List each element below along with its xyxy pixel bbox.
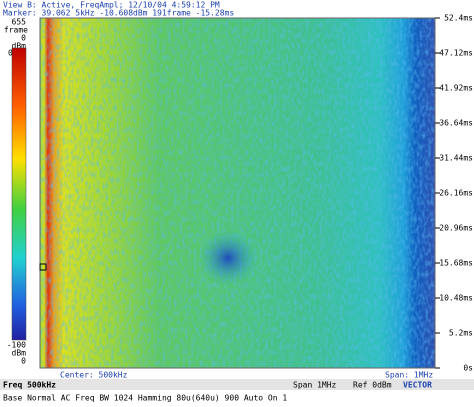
view-line: View B: Active, FreqAmpl; 12/10/04 4:59:… — [3, 1, 220, 10]
dbm-bottom-unit: dBm — [12, 349, 27, 358]
status-span[interactable]: Span 1MHz — [293, 381, 337, 390]
settings-line: Base Normal AC Freq BW 1024 Hamming 80u(… — [3, 394, 287, 403]
bottom-zero: 0 — [21, 357, 26, 366]
right-tick-label: 47.12ms — [439, 49, 473, 58]
right-tick-label: 41.92ms — [439, 84, 473, 93]
status-bar — [0, 379, 474, 390]
right-tick-label: 26.16ms — [439, 189, 473, 198]
right-tick-label: 52.4ms — [444, 14, 473, 23]
right-tick-label: 10.48ms — [439, 294, 473, 303]
marker-line: Marker: 39.062 5kHz -10.608dBm 191frame … — [3, 9, 234, 18]
color-bar — [11, 47, 27, 341]
frame-min: 0 — [21, 34, 26, 43]
right-axis: 52.4ms 47.12ms 41.92ms 36.64ms 31.44ms 26.16m… — [435, 14, 473, 373]
frame-unit: frame — [4, 26, 28, 35]
right-tick-label: 20.96ms — [439, 224, 473, 233]
right-tick-label: 36.64ms — [439, 119, 473, 128]
spectrogram-texture — [40, 18, 435, 368]
dbm-bottom: -100 — [7, 341, 26, 350]
frame-max: 655 — [12, 18, 27, 27]
status-ref[interactable]: Ref 0dBm — [353, 381, 392, 390]
dbm-top-unit: dBm — [12, 42, 27, 51]
right-tick-label: 15.68ms — [439, 259, 473, 268]
marker — [39, 263, 47, 271]
status-mode[interactable]: VECTOR — [403, 381, 432, 390]
spectrogram-spot — [198, 230, 258, 286]
status-freq[interactable]: Freq 500kHz — [3, 381, 56, 390]
right-tick-label: 31.44ms — [439, 154, 473, 163]
center-label: Center: 500kHz — [60, 371, 128, 380]
right-tick-label: 0s — [463, 364, 473, 373]
dbm-top: 0 — [8, 49, 13, 58]
span-label: Span: 1MHz — [385, 371, 433, 380]
right-tick-label: 5.2ms — [449, 329, 473, 338]
